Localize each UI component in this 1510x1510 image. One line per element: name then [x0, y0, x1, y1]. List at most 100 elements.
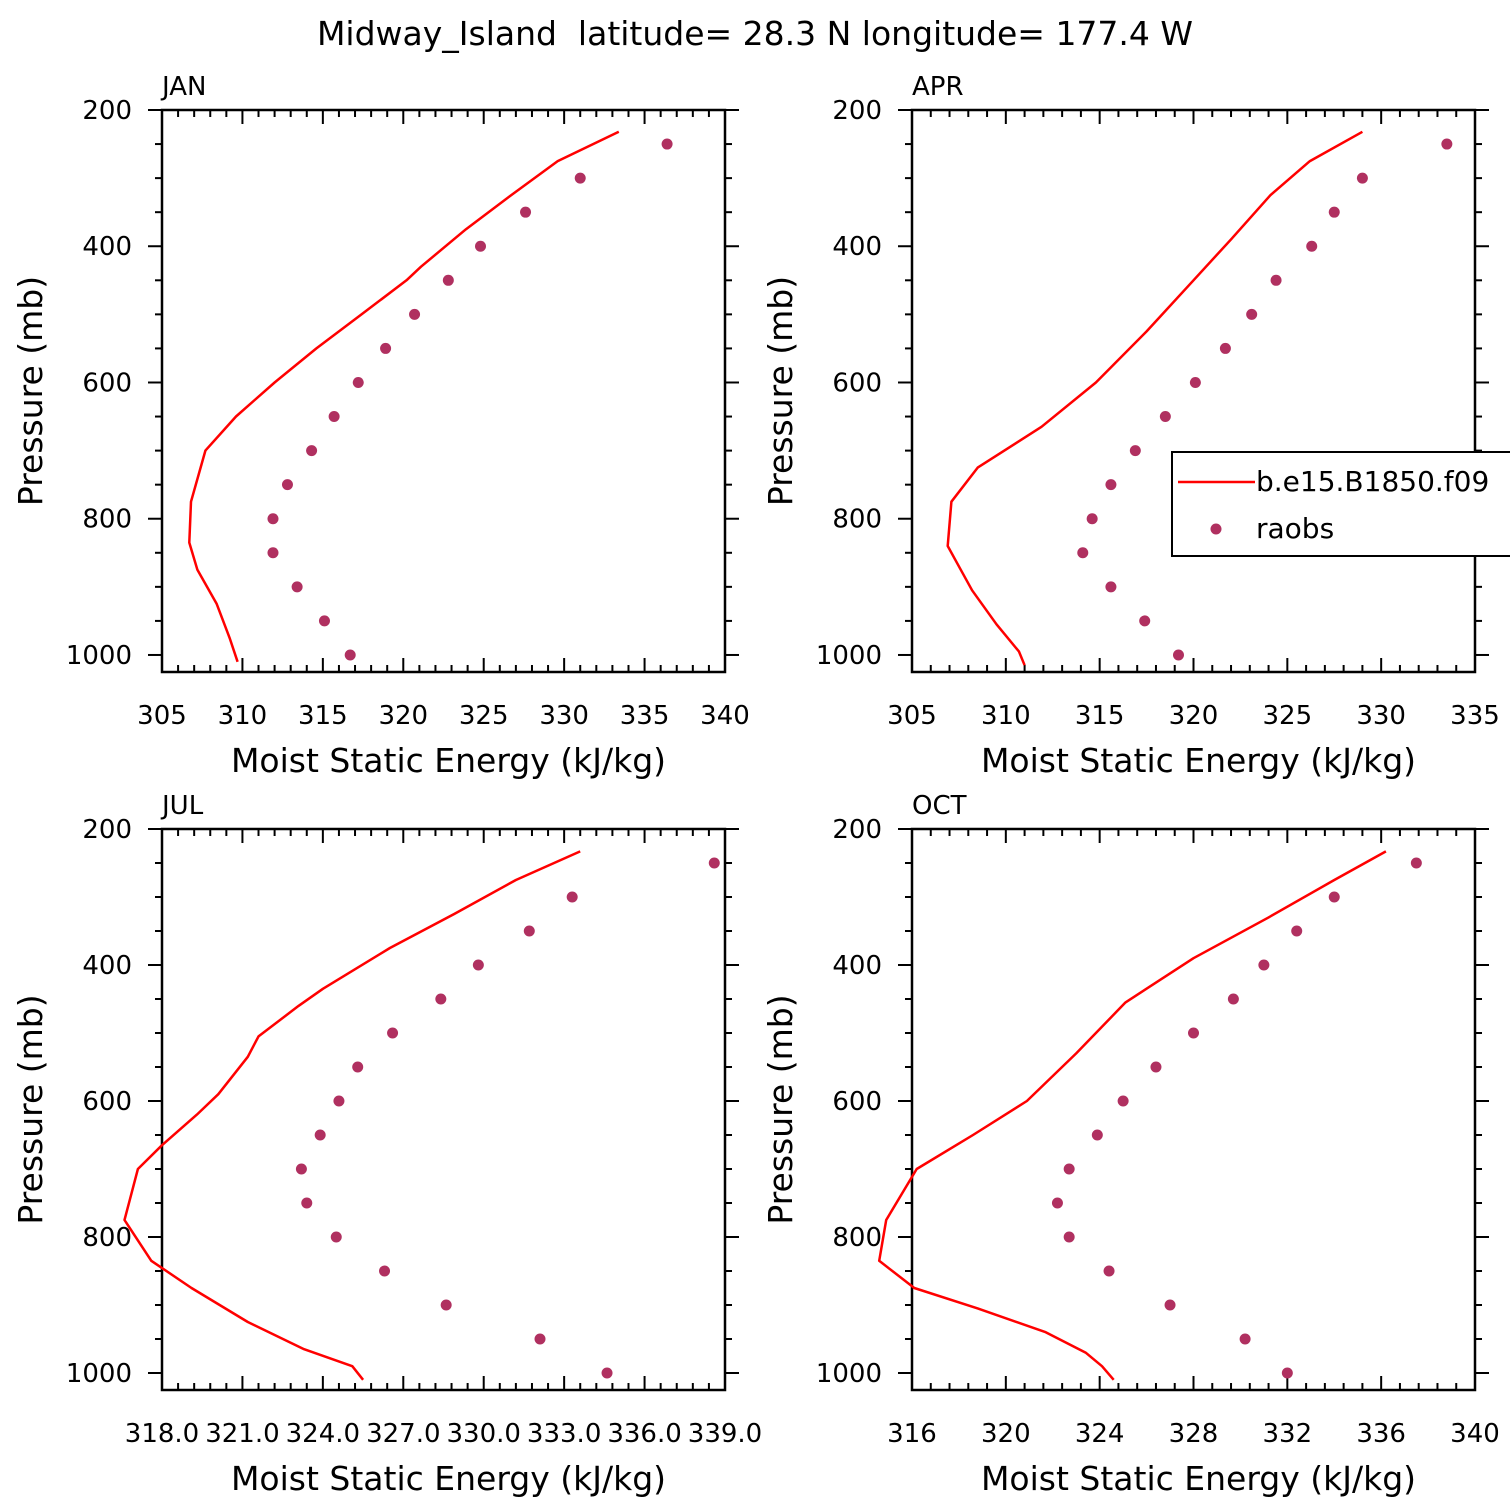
raobs-point — [440, 1299, 452, 1311]
raobs-point — [435, 993, 447, 1005]
raobs-point — [566, 891, 578, 903]
y-tick-label: 600 — [82, 1087, 132, 1117]
plot-frame — [910, 108, 1477, 674]
raobs-point — [1139, 615, 1151, 627]
model-line — [123, 850, 581, 1381]
legend-marker-swatch — [1210, 523, 1222, 535]
raobs-point — [520, 206, 532, 218]
y-tick-label: 600 — [832, 368, 882, 398]
raobs-point — [328, 411, 340, 423]
raobs-point — [1306, 240, 1318, 252]
x-axis-title: Moist Static Energy (kJ/kg) — [231, 1459, 666, 1498]
raobs-point — [301, 1197, 313, 1209]
y-tick-label: 600 — [832, 1087, 882, 1117]
y-tick-label: 800 — [82, 1223, 132, 1253]
y-tick-label: 400 — [82, 951, 132, 981]
raobs-point — [708, 857, 720, 869]
panel-jan: JAN 305 310 315 320 325 330 335 340 200 400 600 800 1… — [11, 72, 750, 780]
raobs-point — [442, 274, 454, 286]
plot-frame — [910, 827, 1477, 1392]
raobs-point — [409, 308, 421, 320]
x-tick-label: 315 — [298, 701, 348, 731]
raobs-point — [281, 479, 293, 491]
x-tick-label: 305 — [137, 701, 187, 731]
raobs-point — [267, 513, 279, 525]
raobs-point — [1270, 274, 1282, 286]
raobs-point — [314, 1129, 326, 1141]
panel-oct: OCT 316 320 324 328 332 336 340 200 400 600 800 1000… — [761, 791, 1500, 1498]
y-tick-label: 1000 — [66, 641, 132, 671]
x-tick-label: 336 — [1356, 1419, 1406, 1449]
raobs-point — [574, 172, 586, 184]
x-tick-label: 324.0 — [286, 1419, 360, 1449]
y-tick-label: 200 — [82, 815, 132, 845]
x-tick-label: 320 — [378, 701, 428, 731]
y-axis-title: Pressure (mb) — [761, 994, 800, 1224]
raobs-point — [1172, 649, 1184, 661]
x-tick-label: 328 — [1169, 1419, 1219, 1449]
raobs-point — [318, 615, 330, 627]
x-tick-label: 336.0 — [607, 1419, 681, 1449]
panel-apr: APR 305 310 315 320 325 330 335 200 400 600 800 1000… — [761, 72, 1500, 780]
x-tick-label: 333.0 — [527, 1419, 601, 1449]
raobs-point — [1086, 513, 1098, 525]
y-tick-label: 200 — [82, 96, 132, 126]
raobs-point — [661, 138, 673, 150]
x-tick-label: 310 — [218, 701, 268, 731]
legend: b.e15.B1850.f09 raobs — [1171, 451, 1510, 557]
raobs-point — [1063, 1163, 1075, 1175]
raobs-point — [267, 547, 279, 559]
raobs-point — [295, 1163, 307, 1175]
model-line — [946, 130, 1364, 666]
x-tick-label: 310 — [981, 701, 1031, 731]
raobs-point — [1227, 993, 1239, 1005]
x-tick-label: 316 — [887, 1419, 937, 1449]
x-tick-label: 335 — [1450, 701, 1500, 731]
x-tick-label: 327.0 — [366, 1419, 440, 1449]
figure-title: Midway_Island latitude= 28.3 N longitude… — [317, 14, 1193, 53]
raobs-point — [352, 1061, 364, 1073]
x-tick-label: 335 — [620, 701, 670, 731]
y-tick-label: 800 — [832, 505, 882, 535]
x-tick-label: 325 — [459, 701, 509, 731]
y-tick-label: 400 — [82, 232, 132, 262]
panel-label: JAN — [160, 72, 206, 102]
raobs-point — [379, 1265, 391, 1277]
panel-jul: JUL 318.0 321.0 324.0 327.0 330.0 333.0 336.0 33… — [11, 791, 762, 1498]
raobs-point — [523, 925, 535, 937]
plot-frame — [160, 108, 727, 674]
y-tick-label: 600 — [82, 368, 132, 398]
y-tick-label: 800 — [832, 1223, 882, 1253]
raobs-point — [472, 959, 484, 971]
legend-entry: b.e15.B1850.f09 — [1256, 465, 1489, 498]
raobs-point — [1219, 342, 1231, 354]
y-tick-label: 200 — [832, 815, 882, 845]
y-tick-label: 1000 — [66, 1359, 132, 1389]
legend-box — [1171, 451, 1510, 557]
raobs-point — [1246, 308, 1258, 320]
x-axis-title: Moist Static Energy (kJ/kg) — [981, 1459, 1416, 1498]
y-tick-label: 1000 — [816, 641, 882, 671]
raobs-point — [1164, 1299, 1176, 1311]
raobs-point — [1105, 479, 1117, 491]
panel-label: OCT — [912, 791, 967, 821]
raobs-point — [1051, 1197, 1063, 1209]
raobs-point — [1410, 857, 1422, 869]
x-tick-label: 339.0 — [688, 1419, 762, 1449]
y-axis-title: Pressure (mb) — [761, 276, 800, 506]
y-tick-label: 200 — [832, 96, 882, 126]
x-tick-label: 340 — [700, 701, 750, 731]
x-tick-label: 330 — [539, 701, 589, 731]
raobs-point — [1117, 1095, 1129, 1107]
raobs-point — [1105, 581, 1117, 593]
x-tick-label: 320 — [1169, 701, 1219, 731]
y-axis-title: Pressure (mb) — [11, 994, 50, 1224]
x-tick-label: 332 — [1263, 1419, 1313, 1449]
raobs-point — [1091, 1129, 1103, 1141]
raobs-point — [306, 445, 318, 457]
raobs-point — [1281, 1367, 1293, 1379]
plot-frame — [160, 827, 727, 1392]
raobs-point — [1189, 376, 1201, 388]
raobs-point — [291, 581, 303, 593]
raobs-point — [352, 376, 364, 388]
